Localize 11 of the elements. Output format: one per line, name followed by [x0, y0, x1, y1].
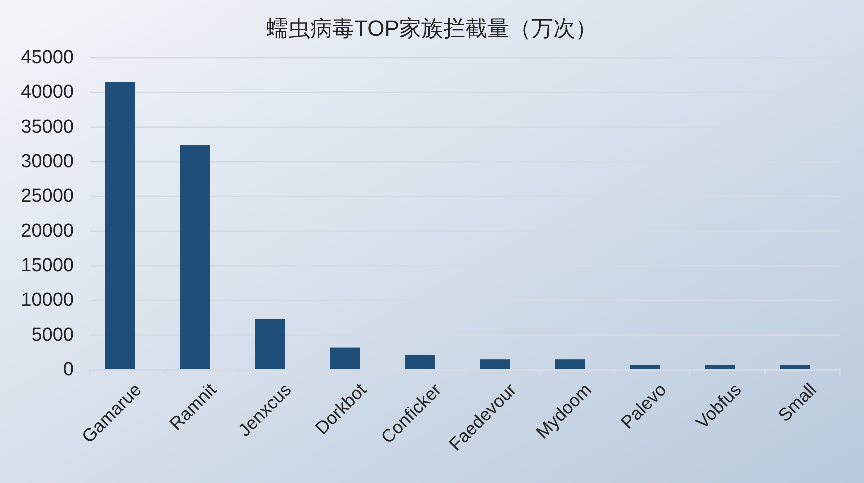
chart-title: 蠕虫病毒TOP家族拦截量（万次）	[266, 16, 598, 41]
y-tick-label: 45000	[21, 48, 74, 68]
y-tick-label: 40000	[21, 82, 74, 104]
y-tick-label: 25000	[21, 186, 74, 208]
y-tick-label: 30000	[21, 152, 74, 172]
y-tick-label: 35000	[21, 116, 74, 138]
y-tick-label: 0	[63, 360, 74, 380]
y-tick-label: 5000	[32, 324, 74, 346]
y-tick-label: 15000	[21, 256, 74, 276]
y-tick-label: 20000	[21, 220, 74, 242]
y-tick-label: 10000	[21, 290, 74, 312]
